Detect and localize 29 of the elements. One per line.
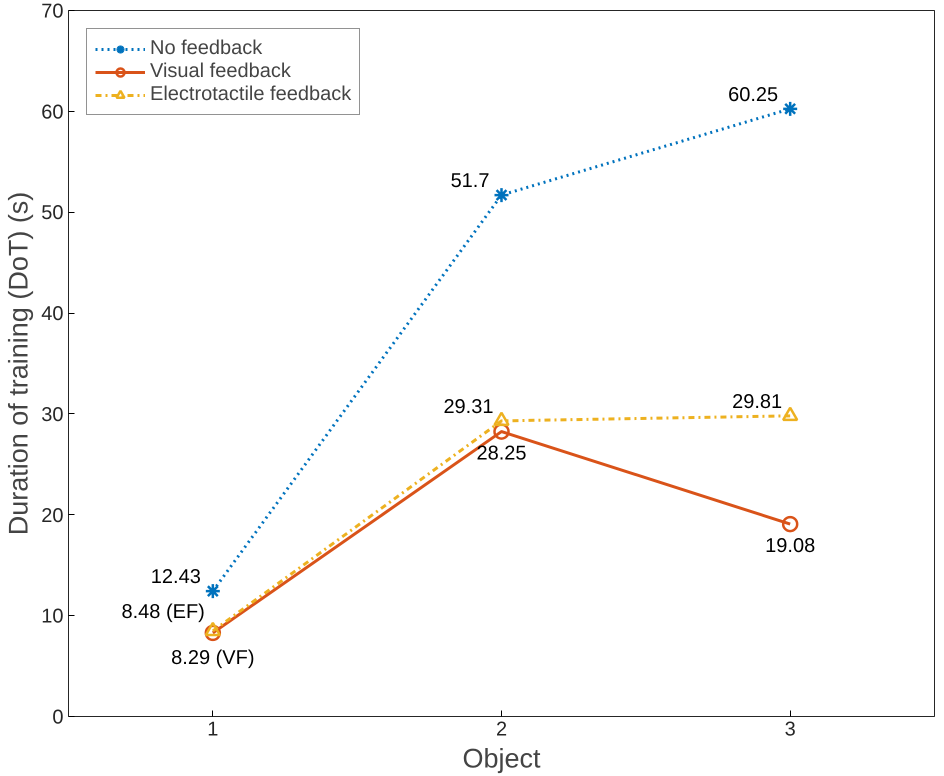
x-tick-label: 2	[496, 718, 508, 740]
x-tick-label: 1	[207, 718, 218, 740]
data-label: 29.31	[443, 396, 494, 418]
x-tick-label: 3	[784, 718, 796, 740]
y-tick-label: 50	[41, 202, 64, 224]
data-label: 19.08	[765, 535, 816, 558]
point	[782, 516, 798, 532]
data-label: 60.25	[728, 84, 778, 106]
x-axis-title: Object	[462, 744, 542, 774]
point	[493, 186, 510, 204]
y-axis-title: Duration of training (DoT) (s)	[3, 192, 34, 536]
y-tick-label: 70	[41, 0, 64, 22]
data-label: 28.25	[476, 442, 527, 465]
data-label: 29.81	[732, 390, 782, 413]
legend-label: No feedback	[150, 37, 262, 60]
y-tick-label: 10	[41, 606, 64, 628]
y-tick-label: 0	[52, 706, 64, 728]
point	[782, 100, 798, 118]
y-tick-label: 40	[41, 303, 64, 326]
data-label: 8.48 (EF)	[121, 600, 205, 623]
legend-label: Visual feedback	[150, 60, 291, 83]
data-label: 8.29 (VF)	[171, 646, 255, 669]
data-label: 51.7	[450, 170, 490, 192]
y-tick-label: 60	[41, 101, 64, 124]
point	[204, 582, 222, 600]
y-tick-label: 30	[41, 404, 64, 426]
data-label: 12.43	[150, 566, 201, 588]
legend-label: Electrotactile feedback	[150, 83, 352, 106]
y-tick-label: 20	[41, 504, 64, 527]
